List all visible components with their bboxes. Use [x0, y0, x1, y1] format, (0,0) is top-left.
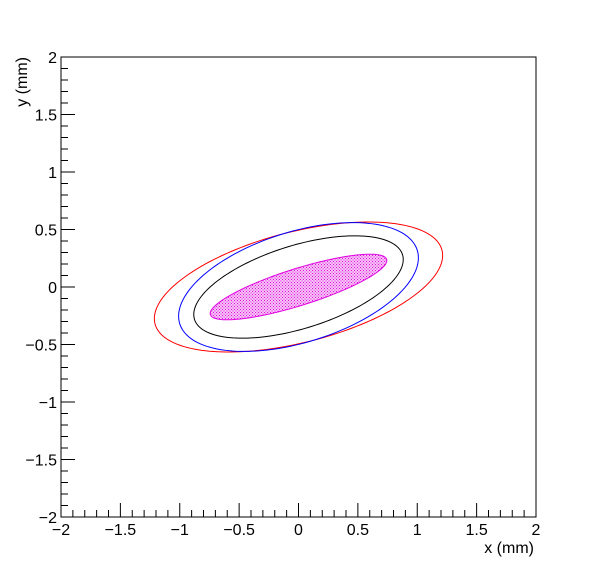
x-tick-label: 1: [413, 522, 422, 539]
x-tick-label: 1.5: [466, 522, 488, 539]
y-tick-label: 0: [48, 280, 57, 297]
y-tick-label: −0.5: [25, 338, 57, 355]
x-tick-label: −1.5: [105, 522, 137, 539]
y-tick-label: 0.5: [35, 223, 57, 240]
y-tick-label: 2: [48, 50, 57, 67]
x-axis-title: x (mm): [484, 540, 534, 557]
filled-contour: [209, 253, 388, 321]
y-tick-label: −1: [39, 395, 57, 412]
y-tick-label: −2: [39, 510, 57, 527]
y-tick-label: 1.5: [35, 108, 57, 125]
x-tick-label: 0: [294, 522, 303, 539]
x-tick-label: −2: [52, 522, 70, 539]
contour: [193, 235, 404, 339]
y-tick-label: −1.5: [25, 453, 57, 470]
x-tick-label: 2: [532, 522, 541, 539]
y-axis-title: y (mm): [14, 57, 31, 107]
y-tick-label: 1: [48, 165, 57, 182]
x-tick-label: −1: [171, 522, 189, 539]
x-tick-label: −0.5: [223, 522, 255, 539]
contour: [178, 222, 419, 352]
x-tick-label: 0.5: [347, 522, 369, 539]
